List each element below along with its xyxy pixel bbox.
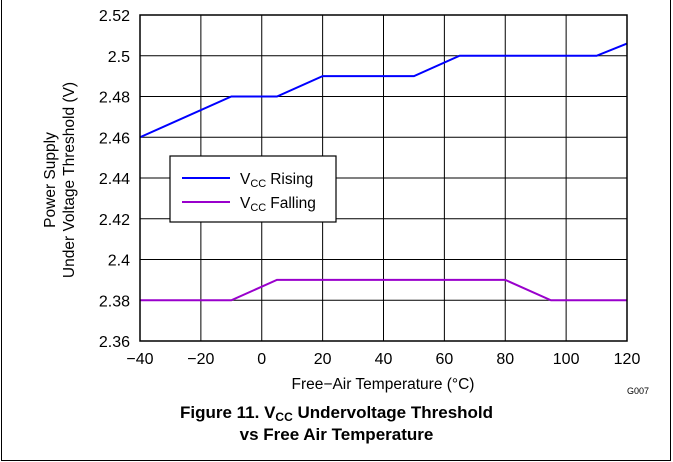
y-axis-label-line1: Power Supply [42,132,59,228]
series-line-rising [139,42,628,139]
x-axis-label: Free−Air Temperature (°C) [292,376,475,393]
y-tick-label: 2.4 [108,253,130,270]
x-tick-label: −20 [187,351,214,368]
x-tick-label: 80 [496,351,514,368]
legend-box [169,155,337,223]
y-tick-label: 2.36 [99,334,130,351]
y-axis-label-line2: Under Voltage Threshold (V) [61,82,78,278]
x-tick-label: 40 [375,351,393,368]
chart-svg: −40 −20 0 20 40 60 80 100 120 2.36 2.38 2.4 2.42 2.44… [42,8,649,396]
plot-frame [139,14,628,342]
y-tick-label: 2.48 [99,90,130,107]
series-line-falling [140,278,627,302]
legend: VCC Rising VCC Falling [169,155,337,223]
caption-line2: vs Free Air Temperature [239,425,434,444]
x-tick-label: 100 [553,351,580,368]
tick-labels: −40 −20 0 20 40 60 80 100 120 2.36 2.38 2.4 2.42 2.44… [99,8,641,368]
x-tick-label: 120 [614,351,641,368]
legend-label-falling: VCC Falling [240,195,316,214]
series-layer [139,42,628,302]
y-tick-label: 2.44 [99,171,130,188]
y-tick-label: 2.5 [108,49,130,66]
y-tick-label: 2.46 [99,130,130,147]
x-tick-label: 0 [257,351,266,368]
x-tick-label: 60 [435,351,453,368]
figure-label: Figure 11. [179,403,260,422]
figure-caption: Figure 11. VCC Undervoltage Threshold vs… [0,402,673,446]
x-tick-label: 20 [314,351,332,368]
y-tick-label: 2.52 [99,8,130,25]
figure-code: G007 [627,386,649,396]
caption-line1: Figure 11. VCC Undervoltage Threshold [179,403,494,424]
x-tick-label: −40 [126,351,153,368]
y-tick-label: 2.38 [99,293,130,310]
y-tick-label: 2.42 [99,212,130,229]
legend-label-rising: VCC Rising [240,171,313,190]
